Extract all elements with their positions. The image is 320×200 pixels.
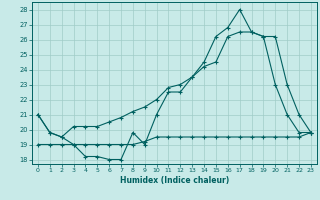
X-axis label: Humidex (Indice chaleur): Humidex (Indice chaleur) (120, 176, 229, 185)
